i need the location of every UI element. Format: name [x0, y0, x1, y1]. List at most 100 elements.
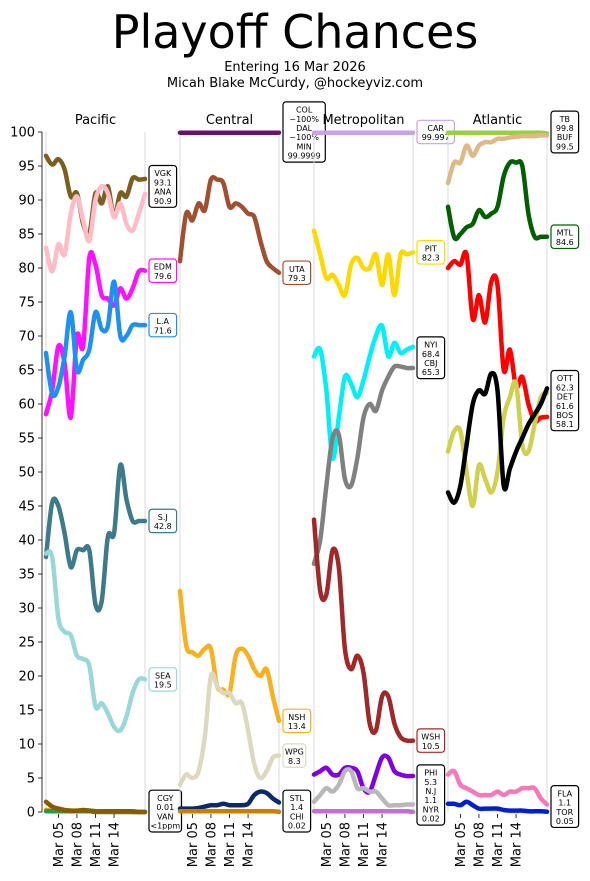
- team-label-text: CGY: [157, 794, 173, 803]
- panel-title: Metropolitan: [322, 113, 404, 128]
- team-label-text: 19.5: [154, 681, 172, 690]
- team-label-text: 62.3: [556, 383, 574, 392]
- y-tick-label: 60: [18, 398, 35, 413]
- team-label-box: [148, 164, 178, 208]
- team-label-text: CBJ: [424, 359, 437, 368]
- team-label-text: DET: [557, 393, 573, 402]
- team-label-text: 99.5: [556, 142, 574, 151]
- team-label-box: [416, 764, 446, 826]
- team-label-text: 1.1: [424, 796, 437, 805]
- panel-atlantic: Atlantic Mar 05 Mar 08 Mar 11 Mar 14 TB99.8BU…: [445, 110, 580, 867]
- x-tick-label: Mar 08: [472, 822, 487, 867]
- team-label-text: CAR: [427, 124, 444, 133]
- x-tick-label: Mar 11: [223, 822, 238, 867]
- team-label-text: 61.6: [556, 402, 574, 411]
- team-label-text: 5.3: [424, 778, 437, 787]
- team-label-text: CHI: [290, 812, 304, 821]
- series-line: [445, 799, 550, 814]
- y-tick-label: 85: [18, 228, 35, 243]
- x-tick-label: Mar 11: [491, 822, 506, 867]
- team-label-box: [550, 369, 580, 432]
- x-tick-label: Mar 11: [89, 822, 104, 867]
- series-line: [177, 588, 282, 724]
- x-tick-label: Mar 05: [186, 822, 201, 867]
- y-tick-label: 30: [18, 602, 35, 617]
- x-tick-label: Mar 05: [320, 822, 335, 867]
- series-line: [177, 809, 282, 815]
- team-label-text: FLA: [557, 789, 572, 798]
- series-line: [445, 249, 550, 424]
- series-line: [43, 462, 148, 613]
- x-tick-label: Mar 05: [454, 822, 469, 867]
- team-label-text: 68.4: [422, 350, 440, 359]
- team-label-text: 1.4: [290, 803, 303, 812]
- y-tick-label: 95: [18, 160, 35, 175]
- series-line: [445, 130, 550, 136]
- team-label-box: [416, 728, 446, 753]
- team-label: L.A71.6: [148, 312, 178, 338]
- team-label-text: 0.02: [422, 815, 440, 824]
- x-tick-label: Mar 11: [357, 822, 372, 867]
- y-tick-label: 25: [18, 636, 35, 651]
- series-line: [43, 183, 148, 274]
- team-label-text: 65.3: [422, 368, 440, 377]
- team-label-text: 99.997: [422, 133, 450, 142]
- team-label-text: WSH: [421, 733, 440, 742]
- panel-title: Pacific: [75, 113, 116, 128]
- team-label-text: 93.1: [154, 178, 172, 187]
- team-label-text: OTT: [557, 374, 573, 383]
- team-label-text: PIT: [425, 244, 437, 253]
- y-tick-label: 70: [18, 330, 35, 345]
- y-tick-label: 80: [18, 262, 35, 277]
- team-label-text: NYR: [423, 805, 440, 814]
- series-line: [43, 549, 148, 734]
- x-tick-label: Mar 08: [338, 822, 353, 867]
- panel-metropolitan: Metropolitan Mar 05 Mar 08 Mar 11 Mar 14 CAR9…: [311, 113, 456, 867]
- team-label-text: <1ppm: [150, 822, 180, 831]
- chart-title: Playoff Chances: [112, 5, 479, 59]
- series-line: [311, 363, 416, 567]
- team-label-text: 90.9: [154, 197, 172, 206]
- series-line: [177, 789, 282, 811]
- series-line: [43, 279, 148, 399]
- team-label-text: UTA: [289, 265, 305, 274]
- x-tick-label: Mar 08: [70, 822, 85, 867]
- team-label-text: VGK: [154, 169, 172, 178]
- chart-subtitle-date: Entering 16 Mar 2026: [224, 60, 366, 75]
- x-tick-label: Mar 14: [242, 822, 257, 867]
- y-tick-label: 65: [18, 364, 35, 379]
- series-line: [177, 174, 282, 276]
- team-label-text: 0.02: [288, 822, 306, 831]
- team-label-text: WPG: [285, 748, 304, 757]
- team-label-box: [282, 260, 312, 286]
- x-tick-label: Mar 08: [204, 822, 219, 867]
- series-line: [311, 322, 416, 461]
- y-tick-label: 5: [27, 772, 35, 787]
- series-line: [445, 133, 550, 186]
- y-tick-label: 40: [18, 534, 35, 549]
- y-tick-label: 10: [18, 738, 35, 753]
- team-label-box: [416, 336, 446, 380]
- chart-subtitle-author: Micah Blake McCurdy, @hockeyviz.com: [167, 76, 423, 91]
- team-label-text: 99.8: [556, 124, 574, 133]
- y-tick-label: 55: [18, 432, 35, 447]
- team-label-box: [148, 312, 178, 338]
- team-label-text: DAL: [296, 124, 312, 133]
- team-label-text: 79.3: [288, 274, 306, 283]
- series-line: [445, 768, 550, 807]
- team-label-text: ANA: [154, 188, 171, 197]
- team-label-text: TB: [559, 115, 570, 124]
- team-label-text: COL: [296, 106, 313, 115]
- team-label-text: NYI: [424, 341, 437, 350]
